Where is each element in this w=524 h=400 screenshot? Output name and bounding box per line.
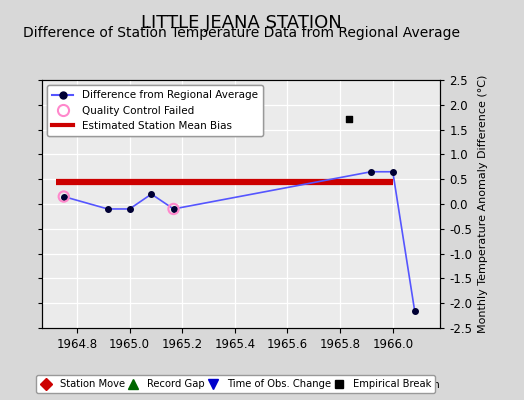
Legend: Station Move, Record Gap, Time of Obs. Change, Empirical Break: Station Move, Record Gap, Time of Obs. C… bbox=[37, 375, 435, 393]
Text: Berkeley Earth: Berkeley Earth bbox=[364, 380, 440, 390]
Point bbox=[345, 116, 353, 122]
Text: LITTLE JEANA STATION: LITTLE JEANA STATION bbox=[140, 14, 342, 32]
Text: Difference of Station Temperature Data from Regional Average: Difference of Station Temperature Data f… bbox=[23, 26, 460, 40]
Legend: Difference from Regional Average, Quality Control Failed, Estimated Station Mean: Difference from Regional Average, Qualit… bbox=[47, 85, 263, 136]
Point bbox=[60, 193, 68, 200]
Point bbox=[169, 206, 178, 212]
Y-axis label: Monthly Temperature Anomaly Difference (°C): Monthly Temperature Anomaly Difference (… bbox=[478, 75, 488, 333]
